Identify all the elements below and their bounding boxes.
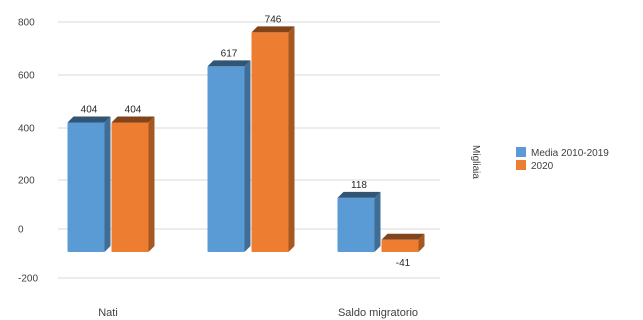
legend-swatch [516, 147, 526, 157]
data-label: 118 [351, 180, 367, 191]
data-label: 617 [221, 48, 238, 59]
legend-label: 2020 [531, 161, 554, 172]
y-tick-label: 600 [18, 71, 35, 82]
bar-2020 [251, 26, 295, 252]
bar-2020 [381, 233, 425, 252]
legend-item: Media 2010-2019 [516, 147, 609, 159]
bar-media-2010-2019 [207, 60, 251, 252]
data-label: 404 [125, 105, 142, 116]
category-labels: Nati Saldo migratorio [98, 307, 418, 319]
y-tick-label: 400 [18, 124, 35, 135]
bar-2020 [111, 116, 155, 253]
data-label: 746 [265, 14, 282, 25]
y-tick-label: 200 [18, 176, 35, 187]
legend-label: Media 2010-2019 [531, 148, 609, 159]
y-tick-label: 800 [18, 18, 35, 29]
data-labels: 404 617 118 404 746 -41 [81, 14, 411, 269]
y-axis-ticks: 800 600 400 200 0 -200 [18, 18, 38, 285]
data-label: 404 [81, 105, 98, 116]
legend: Media 2010-2019 2020 [516, 147, 609, 172]
legend-swatch [516, 160, 526, 170]
category-label: Saldo migratorio [338, 307, 418, 319]
legend-item: 2020 [516, 160, 554, 172]
y-axis-title: Migliaia [470, 145, 481, 179]
category-label: Nati [98, 307, 118, 319]
bar-media-2010-2019 [337, 191, 381, 252]
y-tick-label: -200 [18, 274, 38, 285]
y-tick-label: 0 [18, 225, 24, 236]
bars [67, 26, 425, 253]
data-label: -41 [396, 258, 411, 269]
bar-media-2010-2019 [67, 116, 111, 253]
